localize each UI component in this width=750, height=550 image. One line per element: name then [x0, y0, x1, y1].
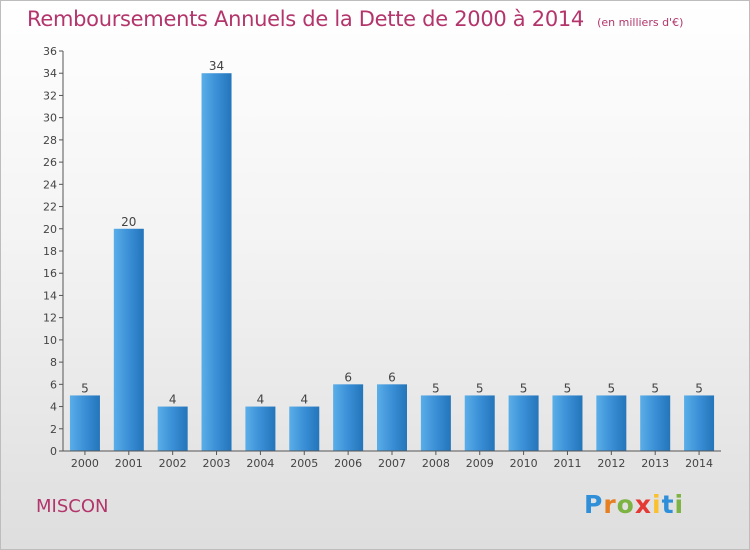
logo-letter: P	[584, 490, 604, 519]
y-tick-label: 36	[43, 45, 57, 58]
bar	[245, 406, 276, 451]
y-tick-label: 16	[43, 267, 57, 280]
bars-group	[69, 73, 715, 451]
y-tick-label: 34	[43, 67, 57, 80]
y-tick-label: 12	[43, 312, 57, 325]
bar-value-label: 5	[432, 381, 440, 395]
y-tick-label: 6	[50, 378, 57, 391]
bar-value-label: 5	[520, 381, 528, 395]
bar-value-label: 34	[209, 59, 224, 73]
y-tick-label: 26	[43, 156, 57, 169]
x-tick-label: 2006	[334, 457, 362, 470]
proxiti-logo: Proxiti	[584, 490, 684, 519]
x-tick-label: 2013	[641, 457, 669, 470]
x-tick-label: 2007	[378, 457, 406, 470]
x-tick-label: 2005	[290, 457, 318, 470]
x-tick-label: 2012	[597, 457, 625, 470]
bar	[289, 406, 320, 451]
bar	[420, 395, 451, 451]
bar-value-label: 5	[81, 381, 89, 395]
y-tick-label: 2	[50, 423, 57, 436]
bar	[640, 395, 671, 451]
bar	[377, 384, 407, 451]
bar-value-label: 5	[608, 381, 616, 395]
x-tick-label: 2001	[115, 457, 143, 470]
y-tick-label: 0	[50, 445, 57, 458]
bar	[508, 395, 539, 451]
y-tick-label: 24	[43, 178, 57, 191]
logo-letter: i	[674, 490, 685, 519]
logo-letter: o	[616, 490, 635, 519]
x-tick-label: 2008	[422, 457, 450, 470]
chart-title: Remboursements Annuels de la Dette de 20…	[27, 7, 584, 31]
bar-value-label: 6	[344, 370, 352, 384]
x-tick-label: 2002	[159, 457, 187, 470]
bar	[113, 228, 144, 451]
y-tick-label: 20	[43, 223, 57, 236]
x-tick-label: 2011	[553, 457, 581, 470]
bar	[201, 73, 232, 451]
y-tick-label: 14	[43, 289, 57, 302]
y-tick-label: 22	[43, 201, 57, 214]
x-tick-label: 2004	[246, 457, 274, 470]
y-tick-label: 18	[43, 245, 57, 258]
bar-value-label: 6	[388, 370, 396, 384]
logo-letter: x	[634, 490, 652, 519]
x-tick-label: 2003	[203, 457, 231, 470]
y-tick-label: 8	[50, 356, 57, 369]
bar	[596, 395, 627, 451]
chart-subtitle: (en milliers d'€)	[597, 16, 684, 29]
logo-letter: i	[652, 490, 662, 519]
logo-letter: r	[603, 490, 617, 519]
bar-value-label: 4	[169, 393, 177, 407]
bar-value-label: 5	[476, 381, 484, 395]
y-tick-label: 32	[43, 89, 57, 102]
bar-value-label: 4	[300, 393, 308, 407]
logo-letter: t	[661, 490, 675, 519]
bar	[552, 395, 583, 451]
x-tick-label: 2009	[466, 457, 494, 470]
bar	[157, 406, 188, 451]
bar-value-label: 20	[121, 215, 136, 229]
y-tick-label: 10	[43, 334, 57, 347]
bar-value-label: 5	[695, 381, 703, 395]
bar	[684, 395, 715, 451]
labels-group: 2000 5 2001 20 2002 4 2003 34 2004 4 2005 4 2006 6 200…	[71, 59, 713, 470]
x-tick-label: 2014	[685, 457, 713, 470]
y-tick-label: 4	[50, 401, 57, 414]
bar-value-label: 4	[257, 393, 265, 407]
bar	[69, 395, 100, 451]
y-tick-label: 28	[43, 134, 57, 147]
x-tick-label: 2010	[510, 457, 538, 470]
bar-value-label: 5	[564, 381, 572, 395]
bar	[464, 395, 495, 451]
x-tick-label: 2000	[71, 457, 99, 470]
title-row: Remboursements Annuels de la Dette de 20…	[27, 7, 683, 31]
commune-name: MISCON	[36, 496, 109, 517]
bar-value-label: 5	[651, 381, 659, 395]
y-tick-label: 30	[43, 112, 57, 125]
bar	[333, 384, 364, 451]
